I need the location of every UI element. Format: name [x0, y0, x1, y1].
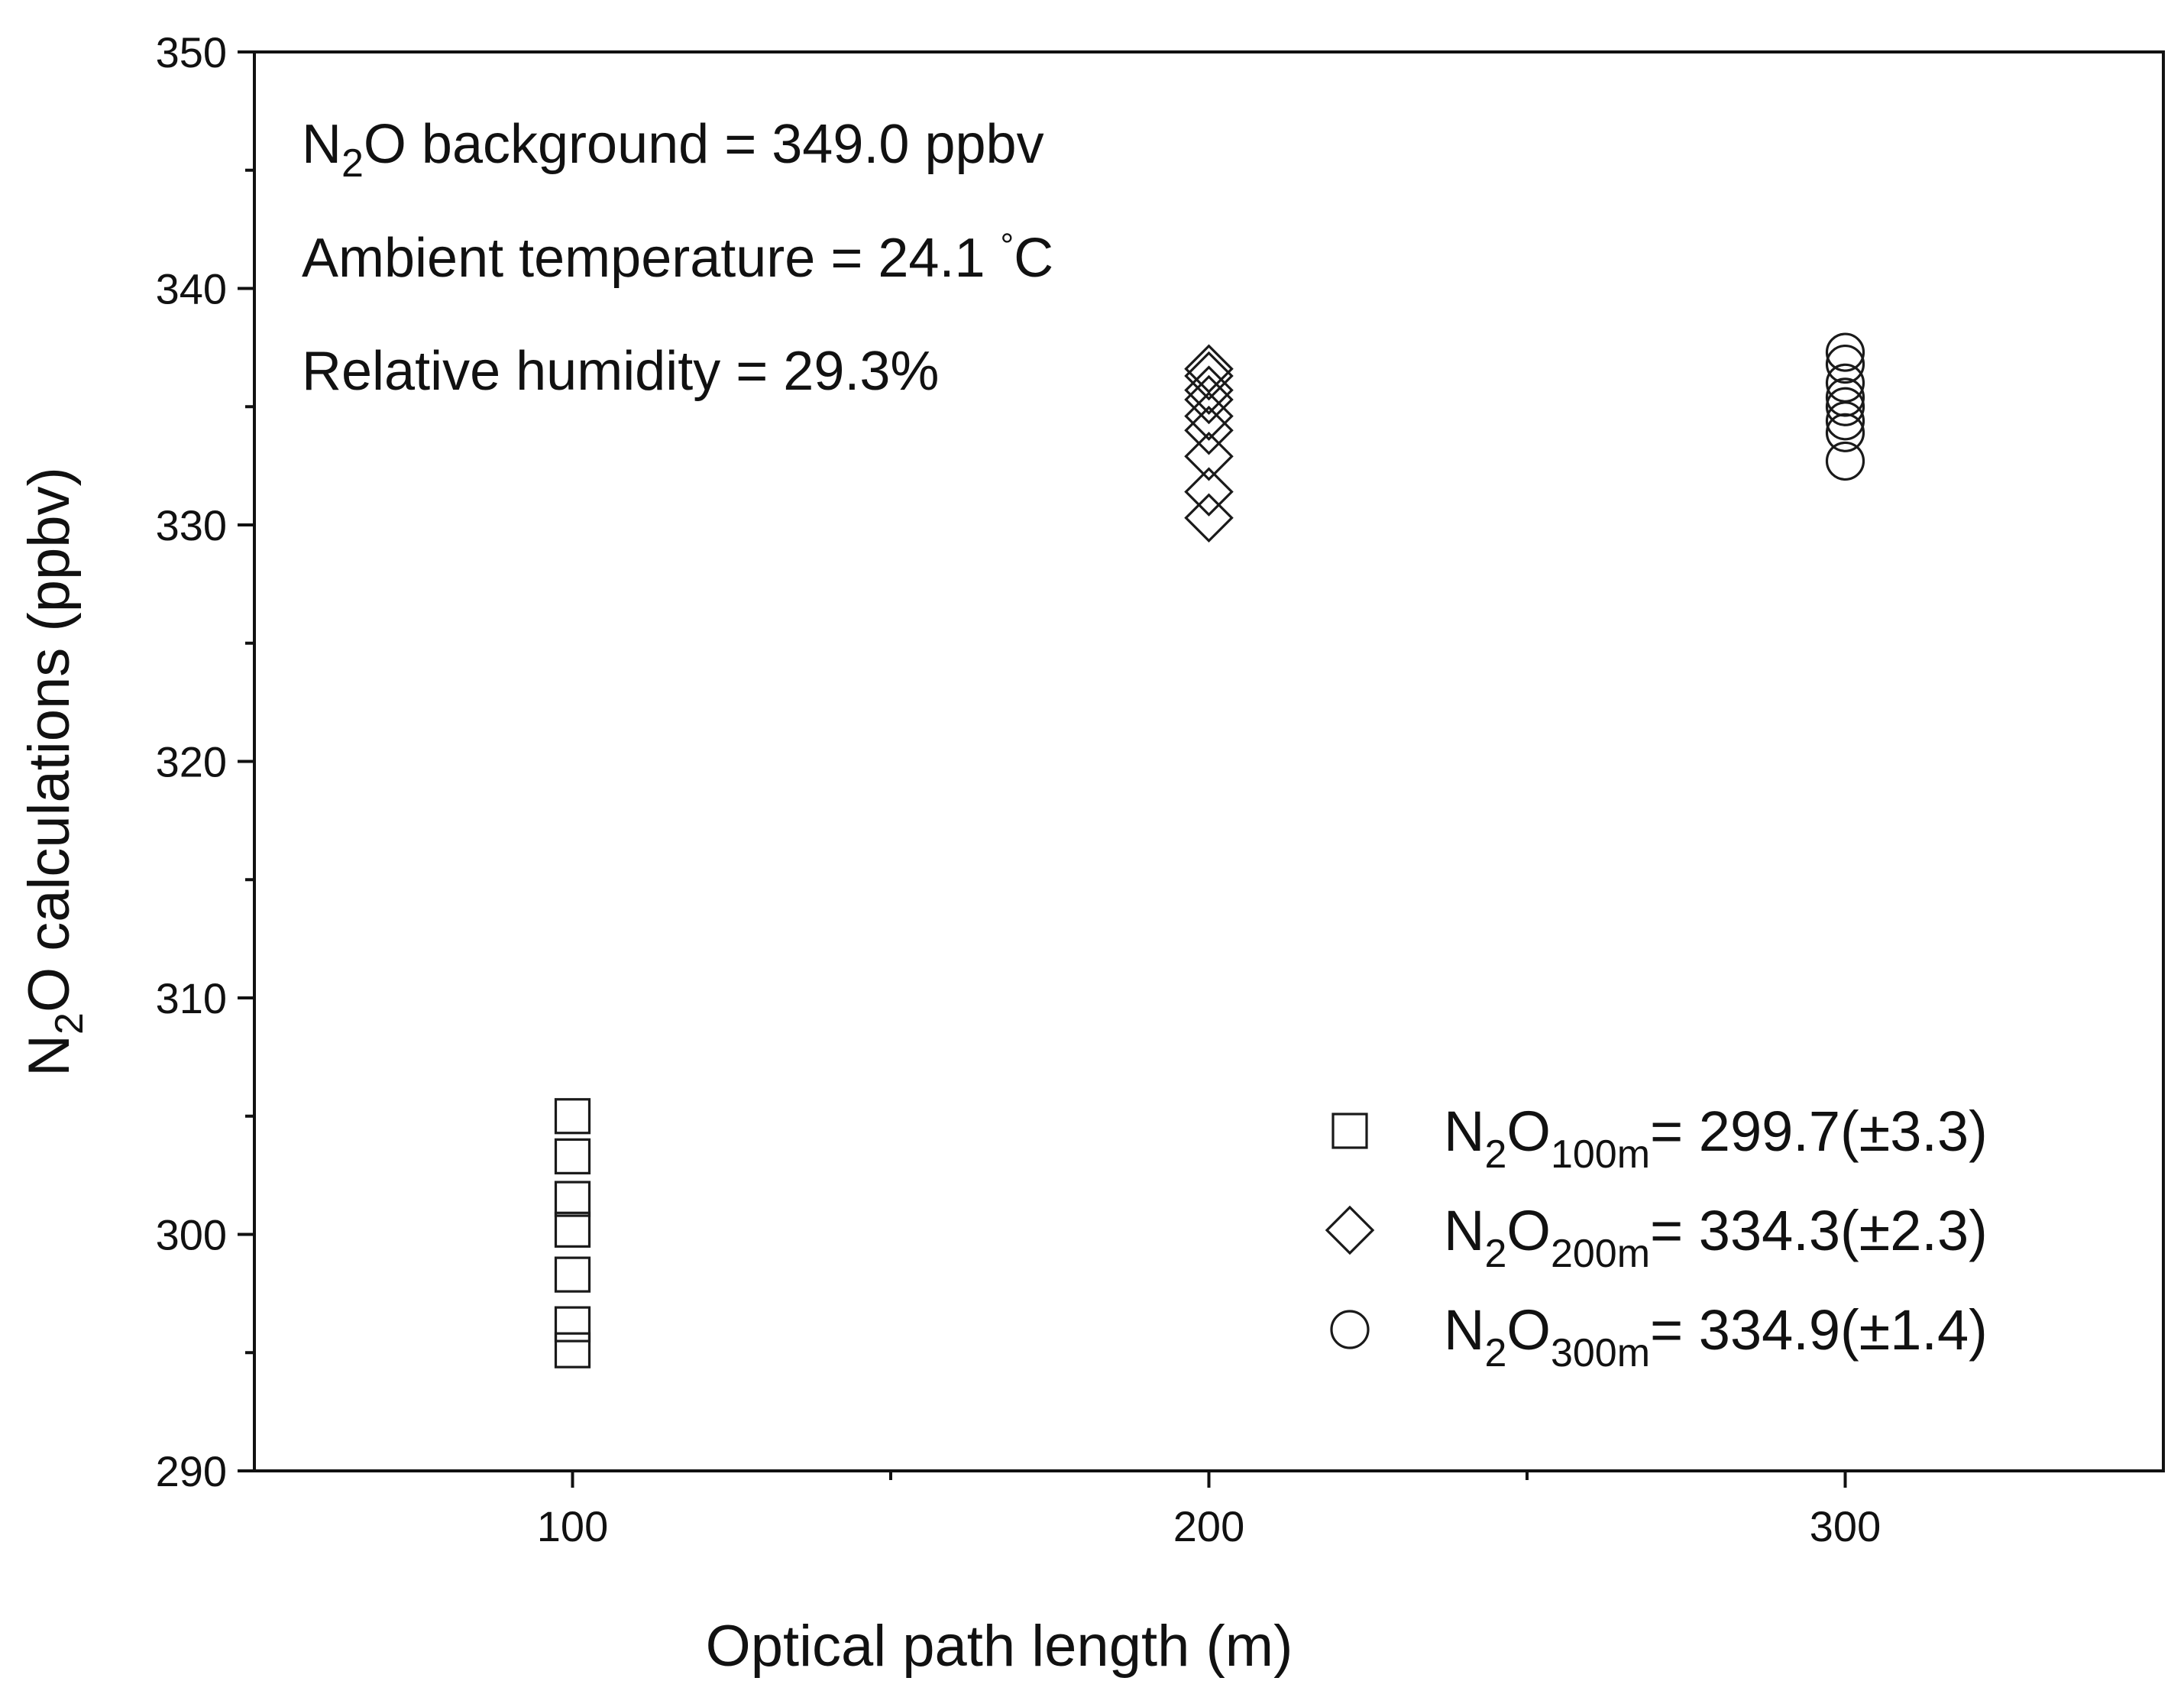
circle-data-point: [1825, 387, 1865, 426]
square-data-point: [554, 1256, 591, 1293]
markers-layer: [554, 332, 1865, 1368]
x-tick-label: 200: [1173, 1502, 1244, 1550]
y-tick-label: 310: [156, 974, 227, 1022]
diamond-data-point: [1184, 431, 1234, 481]
y-tick-label: 320: [156, 738, 227, 786]
square-data-point: [554, 1138, 591, 1174]
square-data-point: [554, 1211, 591, 1248]
legend-circle-marker: [1330, 1310, 1370, 1349]
square-data-point: [554, 1181, 591, 1217]
legend: N2O100m= 299.7(±3.3) N2O200m= 334.3(±2.3)…: [1325, 1100, 1988, 1375]
diamond-data-point: [1184, 467, 1234, 517]
y-tick-label: 300: [156, 1211, 227, 1259]
y-tick-label: 330: [156, 501, 227, 549]
y-axis-title: N2O calculations (ppbv): [17, 467, 92, 1077]
circle-data-point: [1825, 441, 1865, 481]
circle-data-point: [1825, 332, 1865, 372]
circle-data-point: [1825, 401, 1865, 441]
circle-data-point: [1825, 344, 1865, 384]
annotation-temperature: Ambient temperature = 24.1 °C: [302, 227, 1053, 289]
diamond-data-point: [1184, 493, 1234, 543]
ticks-layer: 290 300 310 320 330 340 350 100 200 300: [156, 28, 1881, 1550]
x-tick-label: 100: [537, 1502, 608, 1550]
diamond-data-point: [1184, 391, 1234, 441]
annotation-background: N2O background = 349.0 ppbv: [302, 114, 1044, 186]
legend-diamond-marker: [1325, 1205, 1375, 1255]
square-data-point: [554, 1306, 591, 1343]
diamond-data-point: [1184, 365, 1234, 415]
diamond-data-point: [1184, 351, 1234, 401]
square-data-point: [554, 1098, 591, 1135]
circle-data-point: [1825, 413, 1865, 452]
annotation-humidity: Relative humidity = 29.3%: [302, 341, 939, 402]
y-tick-label: 290: [156, 1447, 227, 1495]
y-tick-label: 350: [156, 28, 227, 76]
legend-label: N2O200m= 334.3(±2.3): [1444, 1199, 1988, 1276]
y-tick-label: 340: [156, 265, 227, 313]
legend-square-marker: [1331, 1113, 1368, 1149]
square-data-point: [554, 1332, 591, 1368]
x-axis-title: Optical path length (m): [706, 1614, 1293, 1679]
legend-label: N2O300m= 334.9(±1.4): [1444, 1298, 1988, 1375]
legend-label: N2O100m= 299.7(±3.3): [1444, 1100, 1988, 1177]
diamond-data-point: [1184, 405, 1234, 455]
diamond-data-point: [1184, 374, 1234, 425]
x-tick-label: 300: [1810, 1502, 1881, 1550]
